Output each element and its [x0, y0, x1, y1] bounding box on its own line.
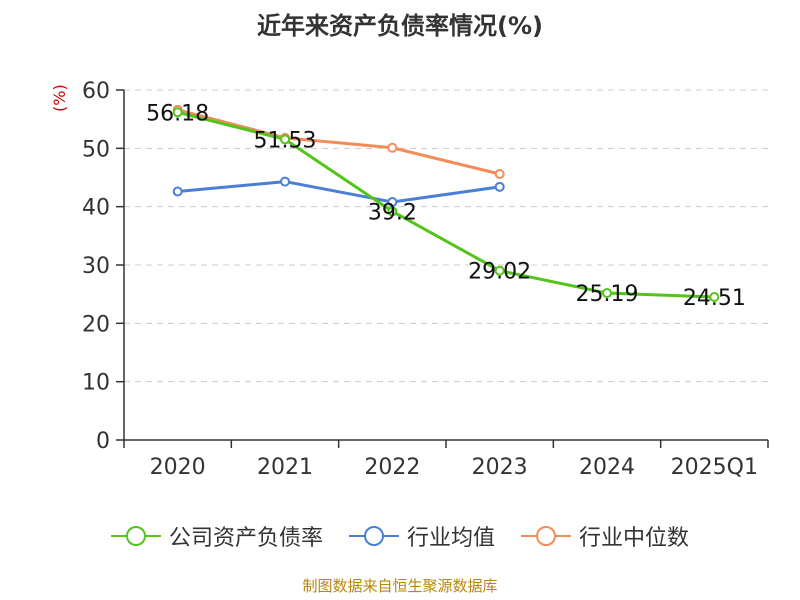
data-label-company-2023: 29.02: [468, 260, 531, 285]
point-industry-median-2022[interactable]: [387, 142, 398, 153]
chart-title: 近年来资产负债率情况(%): [257, 12, 543, 40]
point-company-2023[interactable]: [494, 265, 505, 276]
y-tick-label-50: 50: [82, 137, 110, 162]
point-company-2022[interactable]: [387, 206, 398, 217]
data-label-company-2025Q1: 24.51: [683, 286, 746, 311]
y-tick-label-40: 40: [82, 196, 110, 221]
series-line-company: [177, 110, 715, 299]
point-industry-avg-2021[interactable]: [280, 176, 290, 187]
data-label-company-2021: 51.53: [254, 128, 317, 153]
data-label-company-2020: 56.18: [146, 101, 209, 126]
x-tick-label-2020: 2020: [150, 455, 206, 480]
y-tick-label-20: 20: [82, 312, 110, 337]
x-tick-label-2025Q1: 2025Q1: [671, 455, 758, 480]
series-lines: [172, 104, 720, 303]
legend: 公司资产负债率 行业均值 行业中位数: [0, 520, 800, 552]
x-tick-label-2023: 2023: [472, 455, 528, 480]
legend-item-industry-median[interactable]: 行业中位数: [521, 520, 689, 552]
point-industry-median-2023[interactable]: [494, 169, 505, 179]
grid-lines: [124, 89, 768, 383]
legend-marker-company: [125, 526, 146, 546]
x-tick-label-2024: 2024: [579, 455, 635, 480]
series-line-industry-avg: [177, 180, 500, 204]
source-note: 制图数据来自恒生聚源数据库: [302, 577, 498, 595]
y-tick-label-30: 30: [82, 254, 110, 279]
x-tick-label-2021: 2021: [257, 455, 313, 480]
point-company-2021[interactable]: [280, 134, 290, 145]
point-company-2020[interactable]: [172, 107, 183, 118]
data-label-company-2022: 39.2: [368, 200, 417, 225]
y-tick-label-60: 60: [82, 79, 110, 104]
y-tick-label-10: 10: [82, 371, 110, 396]
point-industry-avg-2023[interactable]: [494, 181, 505, 192]
legend-label-company: 公司资产负债率: [168, 526, 323, 551]
axes: 0 10 20 30 40 50 60 2020 2021 2022 2023 2024 2025Q1: [82, 79, 769, 480]
data-labels: 56.18 51.53 39.2 29.02 25.19 24.51: [146, 101, 746, 311]
point-industry-avg-2022[interactable]: [387, 197, 398, 207]
point-industry-avg-2020[interactable]: [172, 186, 183, 197]
legend-swatch-company: [110, 526, 161, 546]
x-tick-label-2022: 2022: [364, 455, 420, 480]
legend-item-industry-avg[interactable]: 行业均值: [348, 520, 495, 552]
legend-marker-industry-avg: [363, 526, 384, 546]
series-line-industry-median: [177, 108, 501, 176]
legend-label-industry-median: 行业中位数: [579, 526, 690, 551]
legend-swatch-industry-median: [521, 526, 571, 546]
data-label-company-2024: 25.19: [576, 282, 639, 307]
legend-swatch-industry-avg: [348, 526, 399, 546]
point-company-2025Q1[interactable]: [709, 292, 720, 303]
legend-label-industry-avg: 行业均值: [406, 526, 495, 551]
point-company-2024[interactable]: [602, 288, 612, 299]
legend-marker-industry-median: [536, 526, 556, 546]
y-tick-label-0: 0: [96, 429, 110, 454]
legend-item-company[interactable]: 公司资产负债率: [110, 520, 323, 552]
